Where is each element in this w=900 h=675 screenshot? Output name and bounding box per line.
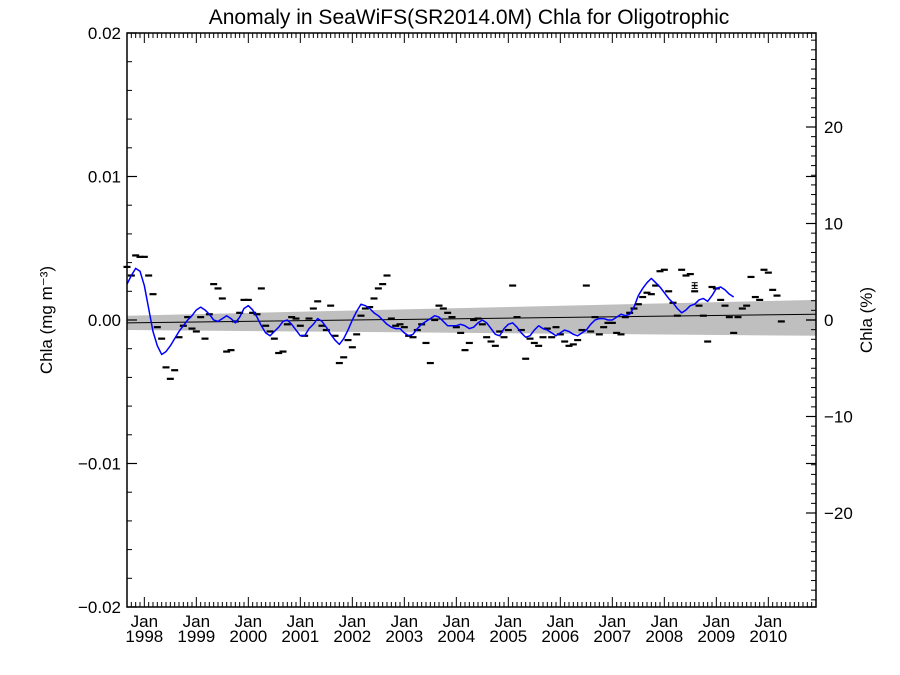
- x-tick-month-label: Jan: [287, 612, 314, 631]
- x-tick-year-label: 2006: [541, 627, 579, 646]
- x-tick-month-label: Jan: [339, 612, 366, 631]
- x-tick-year-label: 2001: [281, 627, 319, 646]
- y-right-tick-label: 10: [824, 215, 843, 234]
- monthly-anomaly-layer: [123, 254, 785, 380]
- x-tick-month-label: Jan: [755, 612, 782, 631]
- error-bar-layer: [691, 282, 698, 289]
- x-tick-year-label: 2010: [749, 627, 787, 646]
- x-tick-year-label: 1998: [125, 627, 163, 646]
- x-axis: Jan1998Jan1999Jan2000Jan2001Jan2002Jan20…: [125, 33, 817, 646]
- x-tick-year-label: 2005: [489, 627, 527, 646]
- x-tick-month-label: Jan: [599, 612, 626, 631]
- smoothed-anomaly-layer: [126, 267, 735, 356]
- x-tick-month-label: Jan: [547, 612, 574, 631]
- x-tick-month-label: Jan: [703, 612, 730, 631]
- y-tick-label: 0.00: [88, 311, 121, 330]
- x-tick-month-label: Jan: [235, 612, 262, 631]
- y-axis-right: −20 −10 0 10 20: [806, 39, 853, 601]
- y-tick-label: 0.01: [88, 168, 121, 187]
- x-tick-month-label: Jan: [391, 612, 418, 631]
- y-tick-label: −0.01: [78, 455, 121, 474]
- x-tick-month-label: Jan: [651, 612, 678, 631]
- chart-title: Anomaly in SeaWiFS(SR2014.0M) Chla for O…: [209, 6, 730, 29]
- x-tick-year-label: 2007: [593, 627, 631, 646]
- y-right-tick-label: 0: [824, 311, 833, 330]
- x-tick-year-label: 2003: [385, 627, 423, 646]
- x-tick-year-label: 1999: [177, 627, 215, 646]
- y-tick-label: −0.02: [78, 598, 121, 617]
- x-tick-month-label: Jan: [443, 612, 470, 631]
- y-right-tick-label: 20: [824, 118, 843, 137]
- y-right-tick-label: −20: [824, 504, 853, 523]
- x-tick-month-label: Jan: [131, 612, 158, 631]
- x-tick-month-label: Jan: [495, 612, 522, 631]
- y-axis-right-label: Chla (%): [857, 287, 876, 353]
- x-tick-month-label: Jan: [183, 612, 210, 631]
- x-tick-year-label: 2000: [229, 627, 267, 646]
- x-tick-year-label: 2002: [333, 627, 371, 646]
- y-tick-label: 0.02: [88, 24, 121, 43]
- x-tick-year-label: 2004: [437, 627, 475, 646]
- y-axis-left: −0.02 −0.01 0.00 0.01 0.02: [78, 24, 816, 617]
- y-right-tick-label: −10: [824, 408, 853, 427]
- x-tick-year-label: 2009: [697, 627, 735, 646]
- smoothed-line: [126, 267, 735, 356]
- x-tick-year-label: 2008: [645, 627, 683, 646]
- y-axis-left-label: Chla (mg m⁻³): [37, 266, 56, 374]
